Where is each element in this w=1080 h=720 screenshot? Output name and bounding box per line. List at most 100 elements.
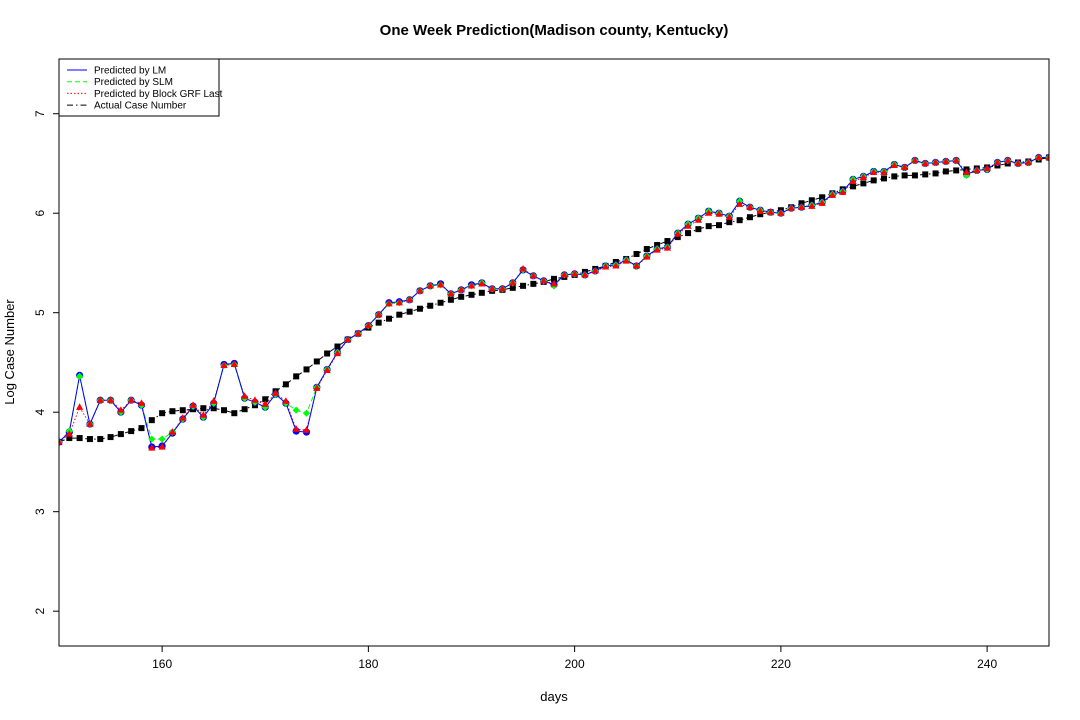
square-point — [447, 296, 454, 303]
triangle-point — [736, 200, 744, 207]
triangle-point — [354, 329, 362, 337]
square-point — [746, 214, 753, 221]
legend-box — [58, 58, 220, 117]
y-axis-label: Log Case Number — [2, 299, 17, 405]
square-point — [241, 406, 248, 413]
triangle-point — [313, 384, 321, 391]
triangle-point — [612, 261, 620, 269]
triangle-point — [1014, 159, 1022, 167]
triangle-point — [746, 203, 754, 210]
diamond-point — [302, 409, 311, 417]
square-point — [200, 405, 207, 412]
triangle-point — [364, 321, 372, 329]
series-line-predicted-by-slm — [59, 157, 1049, 443]
legend-label: Predicted by SLM — [94, 77, 173, 88]
square-point — [468, 291, 475, 298]
square-point — [757, 211, 764, 218]
square-point — [138, 425, 145, 432]
triangle-point — [498, 284, 507, 292]
y-axis: 2 3 4 5 6 7 — [33, 110, 59, 615]
square-point — [685, 230, 692, 237]
y-tick-label: 5 — [33, 309, 47, 316]
triangle-point — [1035, 153, 1043, 161]
square-point — [386, 315, 392, 322]
triangle-point — [488, 284, 496, 292]
triangle-point — [509, 278, 517, 286]
square-point — [210, 405, 217, 412]
square-point — [870, 177, 877, 184]
triangle-point — [952, 156, 960, 164]
triangle-point — [529, 271, 537, 279]
square-point — [726, 219, 733, 226]
triangle-point — [302, 426, 311, 433]
y-tick-label: 4 — [33, 409, 47, 416]
square-point — [633, 251, 640, 258]
triangle-point — [931, 158, 940, 166]
square-point — [437, 299, 444, 306]
triangle-point — [59, 438, 63, 445]
square-point — [262, 396, 269, 403]
triangle-point — [251, 396, 259, 403]
square-point — [643, 246, 650, 253]
square-point — [313, 358, 320, 365]
y-tick-label: 6 — [33, 210, 47, 217]
triangle-point — [787, 204, 795, 211]
triangle-point — [756, 207, 764, 214]
plot-frame — [58, 58, 1050, 647]
triangle-point — [901, 163, 909, 171]
square-point — [303, 366, 310, 373]
triangle-point — [282, 397, 290, 404]
triangle-point — [1024, 158, 1032, 166]
triangle-point — [137, 399, 146, 406]
square-point — [76, 435, 83, 442]
triangle-point — [426, 281, 434, 289]
y-tick-label: 3 — [33, 508, 47, 515]
triangle-point — [189, 401, 197, 408]
triangle-point — [601, 262, 610, 270]
square-point — [427, 302, 434, 309]
triangle-point — [117, 406, 125, 413]
triangle-point — [323, 366, 331, 374]
triangle-point — [622, 256, 630, 264]
square-point — [458, 293, 465, 300]
square-point — [850, 183, 857, 190]
square-point — [922, 171, 929, 178]
triangle-point — [715, 210, 723, 217]
square-point — [478, 289, 485, 296]
triangle-point — [333, 349, 342, 357]
square-point — [716, 222, 722, 229]
square-point — [891, 173, 898, 180]
square-point — [128, 428, 135, 435]
triangle-point — [406, 295, 414, 303]
x-tick-label: 160 — [152, 657, 172, 671]
triangle-point — [76, 403, 84, 410]
triangle-point — [859, 173, 867, 180]
square-point — [107, 434, 114, 441]
triangle-point — [65, 430, 73, 437]
triangle-point — [890, 161, 898, 169]
square-point — [97, 436, 104, 443]
square-point — [932, 170, 939, 177]
triangle-point — [973, 166, 981, 174]
triangle-point — [591, 266, 599, 274]
square-point — [293, 373, 300, 380]
triangle-point — [292, 425, 300, 432]
plot-area — [59, 153, 1049, 451]
triangle-point — [158, 443, 166, 450]
square-point — [169, 408, 176, 415]
square-point — [808, 197, 815, 204]
triangle-point — [797, 203, 806, 210]
triangle-point — [467, 281, 476, 289]
triangle-point — [261, 400, 269, 407]
square-point — [231, 410, 238, 417]
triangle-point — [921, 159, 929, 167]
triangle-point — [911, 156, 919, 164]
triangle-point — [550, 279, 558, 287]
triangle-point — [179, 414, 187, 421]
triangle-point — [344, 335, 352, 343]
diamond-point — [76, 372, 84, 380]
square-point — [736, 217, 743, 224]
square-point — [695, 226, 702, 233]
triangle-point — [653, 246, 661, 253]
